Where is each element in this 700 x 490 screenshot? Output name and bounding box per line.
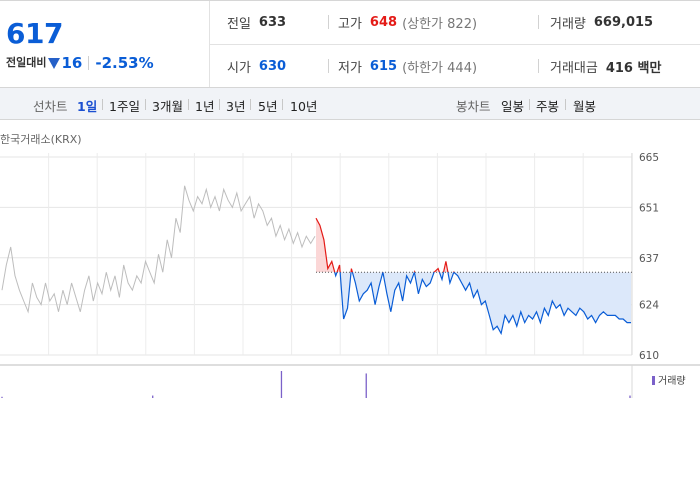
y-tick-label: 624: [639, 300, 659, 312]
divider: [328, 59, 329, 73]
prev-close-value: 633: [258, 15, 287, 30]
open-value: 630: [258, 59, 287, 74]
y-tick-label: 637: [639, 253, 659, 265]
candle-weekly[interactable]: 주봉: [536, 99, 560, 114]
divider: [145, 99, 146, 110]
down-arrow-icon: [48, 58, 61, 69]
lower-limit: (하한가 444): [402, 61, 478, 76]
y-tick-label: 665: [639, 152, 659, 164]
candle-chart-title: 봉차트: [456, 99, 491, 114]
period-3m[interactable]: 3개월: [152, 99, 183, 114]
low-label: 저가: [338, 61, 362, 76]
line-chart-title: 선차트: [33, 99, 68, 114]
candle-daily[interactable]: 일봉: [501, 99, 525, 114]
divider: [529, 99, 530, 110]
divider: [188, 99, 189, 110]
exchange-label: 한국거래소(KRX): [0, 133, 82, 146]
change-label: 전일대비: [6, 56, 47, 69]
open-label: 시가: [227, 61, 251, 76]
price-summary: 617 전일대비 16 -2.53% 전일 633 고가 648 (상한가 822)…: [0, 0, 700, 88]
y-tick-label: 610: [639, 350, 659, 362]
upper-limit: (상한가 822): [402, 17, 478, 32]
divider: [282, 99, 283, 110]
divider: [88, 56, 90, 70]
trade-amount-label: 거래대금: [550, 61, 598, 76]
divider: [219, 99, 220, 110]
volume-legend: 거래량: [652, 372, 686, 387]
divider: [328, 15, 329, 29]
high-price: 고가 648 (상한가 822): [338, 1, 477, 44]
divider: [210, 44, 700, 45]
change-value: 16: [61, 54, 83, 72]
period-5y[interactable]: 5년: [258, 99, 278, 114]
low-price: 저가 615 (하한가 444): [338, 45, 477, 88]
period-3y[interactable]: 3년: [226, 99, 246, 114]
volume-label: 거래량: [550, 17, 586, 32]
history-line: [1, 185, 316, 314]
trade-amount-value: 416 백만: [605, 61, 662, 76]
period-selector: 선차트 1일 1주일 3개월 1년 3년 5년 10년 봉차트 일봉 주봉 월봉: [0, 88, 700, 120]
price-line-down: [334, 272, 631, 336]
period-10y[interactable]: 10년: [290, 99, 318, 114]
open-price: 시가 630: [227, 45, 286, 88]
current-price: 617: [6, 17, 63, 50]
divider: [250, 99, 251, 110]
low-value: 615: [369, 59, 398, 74]
divider: [565, 99, 566, 110]
volume-value: 669,015: [593, 15, 654, 30]
trade-amount: 거래대금 416 백만: [550, 45, 661, 88]
area-below-reference: [316, 272, 631, 334]
prev-close-label: 전일: [227, 17, 251, 32]
volume-legend-label: 거래량: [658, 376, 686, 387]
divider: [102, 99, 103, 110]
period-1y[interactable]: 1년: [195, 99, 215, 114]
candle-monthly[interactable]: 월봉: [573, 99, 597, 114]
volume-legend-swatch: [652, 376, 655, 385]
divider: [538, 15, 539, 29]
price-chart[interactable]: 665 651 637 624 610: [0, 120, 700, 410]
period-1d[interactable]: 1일: [77, 99, 98, 114]
current-price-block: 617 전일대비 16 -2.53%: [0, 1, 210, 87]
high-label: 고가: [338, 17, 362, 32]
prev-close: 전일 633: [227, 1, 286, 44]
period-1w[interactable]: 1주일: [109, 99, 140, 114]
y-tick-label: 651: [639, 202, 659, 214]
price-change: 전일대비 16 -2.53%: [6, 54, 154, 72]
volume-summary: 거래량 669,015: [550, 1, 653, 44]
change-rate: -2.53%: [95, 54, 154, 72]
divider: [538, 59, 539, 73]
high-value: 648: [369, 15, 398, 30]
